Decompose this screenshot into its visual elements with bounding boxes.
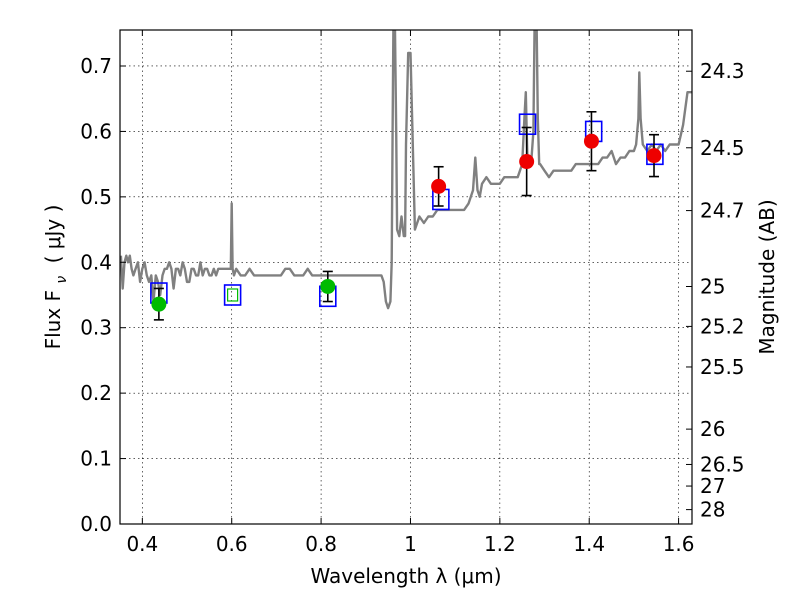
y2-tick-label: 25.5 [700, 355, 745, 379]
model-box-marker [223, 284, 242, 306]
x-tick-label: 0.8 [305, 532, 337, 556]
y2-tick-label: 28 [700, 498, 725, 522]
x-tick-label: 0.6 [216, 532, 248, 556]
nir-point [646, 148, 662, 164]
spectrum-line [120, 30, 692, 310]
y-tick-label: 0.0 [80, 512, 112, 536]
plot-frame [119, 29, 693, 525]
y2-tick-label: 26.5 [700, 452, 745, 476]
x-tick-label: 1.6 [663, 532, 695, 556]
optical-point [151, 296, 167, 312]
y-tick-label: 0.6 [80, 119, 112, 143]
x-tick-label: 0.4 [126, 532, 158, 556]
y-tick-label: 0.2 [80, 381, 112, 405]
optical-point [227, 288, 239, 302]
optical-point [320, 278, 336, 294]
model-box-marker [518, 113, 537, 136]
y2-tick-label: 25.2 [700, 314, 745, 338]
y2-tick-label: 26 [700, 417, 725, 441]
y2-tick-label: 25 [700, 274, 725, 298]
y-tick-label: 0.1 [80, 447, 112, 471]
plot-area [120, 30, 692, 321]
y-axis-label-main: Flux F [41, 290, 65, 349]
y-axis: 0.0 0.1 0.2 0.3 0.4 0.5 0.6 0.7 [80, 54, 126, 536]
y-tick-label: 0.3 [80, 316, 112, 340]
y-tick-label: 0.5 [80, 185, 112, 209]
y2-tick-label: 24.3 [700, 59, 745, 83]
y-axis-label: Flux F ν ( μJy ) [41, 205, 71, 350]
x-axis-label: Wavelength λ (μm) [310, 564, 501, 588]
x-axis: 0.4 0.6 0.8 1 1.2 1.4 1.6 [126, 30, 695, 556]
y2-tick-label: 24.5 [700, 136, 745, 160]
nir-point [431, 178, 447, 194]
y-tick-label: 0.4 [80, 250, 112, 274]
y-axis-label-subscript: ν [54, 276, 70, 284]
y-tick-label: 0.7 [80, 54, 112, 78]
y2-tick-label: 24.7 [700, 199, 745, 223]
y2-axis-label: Magnitude (AB) [755, 199, 779, 354]
x-tick-label: 1.4 [573, 532, 605, 556]
y-axis-label-unit: ( μJy ) [41, 205, 65, 264]
nir-point [519, 154, 535, 170]
x-tick-label: 1.2 [484, 532, 516, 556]
y2-tick-label: 27 [700, 474, 725, 498]
x-tick-label: 1 [404, 532, 417, 556]
nir-point [583, 133, 599, 149]
